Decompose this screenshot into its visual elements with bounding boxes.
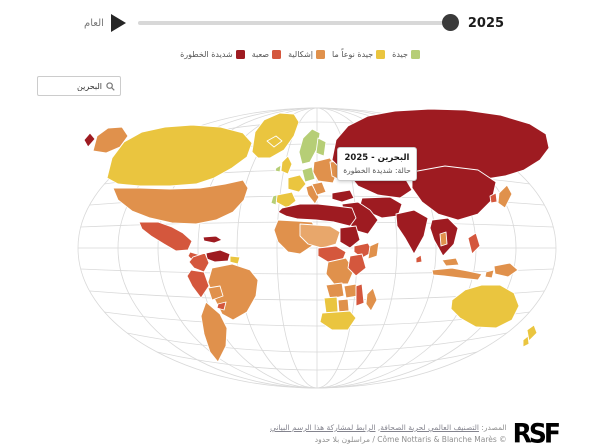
region-sahel[interactable] xyxy=(299,223,341,249)
legend-item-satisfactory: جيدة نوعاً ما xyxy=(332,50,386,59)
footer: المصدر: التصنيف العالمي لحرية الصحافة, ا… xyxy=(270,417,561,448)
region-chukotka[interactable] xyxy=(83,132,96,148)
region-china[interactable] xyxy=(411,165,497,221)
region-venezuela[interactable] xyxy=(205,249,231,263)
region-italy[interactable] xyxy=(305,184,320,205)
region-bolivia[interactable] xyxy=(207,285,224,301)
legend-label-problematic: إشكالية xyxy=(288,50,314,59)
map-tooltip: البحرين - 2025 حالة: شديدة الخطورة xyxy=(337,147,417,181)
legend-swatch-problematic xyxy=(316,50,326,59)
year-slider-label: العام xyxy=(84,17,104,29)
region-borneo[interactable] xyxy=(484,269,495,279)
region-germany[interactable] xyxy=(301,166,316,183)
source-label: المصدر: xyxy=(481,422,507,432)
source-separator: , xyxy=(375,422,381,432)
region-malaysia[interactable] xyxy=(441,257,460,267)
region-botswana[interactable] xyxy=(337,298,350,313)
region-canada[interactable] xyxy=(106,124,253,187)
rsf-logo[interactable]: RSF xyxy=(512,417,561,448)
region-thailand[interactable] xyxy=(439,231,448,247)
country-search-input[interactable] xyxy=(44,81,102,91)
legend-label-satisfactory: جيدة نوعاً ما xyxy=(332,50,374,59)
region-mozambique[interactable] xyxy=(355,283,365,307)
region-korea[interactable] xyxy=(489,192,498,204)
region-paraguay[interactable] xyxy=(216,301,227,311)
region-somalia[interactable] xyxy=(367,241,380,260)
legend-swatch-good xyxy=(410,50,420,59)
region-indonesia[interactable] xyxy=(431,267,483,281)
search-icon xyxy=(106,81,115,91)
legend-label-very-serious: شديدة الخطورة xyxy=(180,50,233,59)
region-new-zealand[interactable] xyxy=(522,324,538,348)
legend-item-very-serious: شديدة الخطورة xyxy=(180,50,245,59)
region-argentina[interactable] xyxy=(200,301,228,363)
region-usa[interactable] xyxy=(112,179,249,225)
region-finland[interactable] xyxy=(315,137,327,157)
region-drc[interactable] xyxy=(325,257,355,285)
legend-swatch-satisfactory xyxy=(376,50,386,59)
region-angola[interactable] xyxy=(325,282,345,300)
region-iceland[interactable] xyxy=(266,135,283,148)
country-search[interactable] xyxy=(37,76,121,96)
region-sudan[interactable] xyxy=(339,225,361,249)
countries-layer xyxy=(83,108,550,363)
legend-item-good: جيدة xyxy=(392,50,420,59)
index-link[interactable]: التصنيف العالمي لحرية الصحافة xyxy=(380,422,479,432)
legend-label-good: جيدة xyxy=(392,50,408,59)
region-cuba[interactable] xyxy=(202,235,223,244)
play-icon[interactable] xyxy=(110,14,126,32)
share-link[interactable]: الرابط لمشاركة هذا الرسم البياني xyxy=(270,422,376,432)
credit-line: مراسلون بلا حدود / Côme Nottaris & Blanc… xyxy=(314,434,507,444)
region-mexico[interactable] xyxy=(138,221,193,252)
tooltip-title: البحرين - 2025 xyxy=(344,153,410,163)
region-alaska[interactable] xyxy=(92,126,129,154)
legend-label-difficult: صعبة xyxy=(251,50,270,59)
region-south-africa[interactable] xyxy=(319,310,357,331)
region-east-africa[interactable] xyxy=(347,253,367,277)
region-greenland[interactable] xyxy=(251,112,300,159)
region-philippines[interactable] xyxy=(467,232,481,255)
legend-item-problematic: إشكالية xyxy=(288,50,326,59)
region-australia[interactable] xyxy=(450,284,520,329)
year-slider: العام 2025 xyxy=(84,11,514,35)
year-slider-track[interactable] xyxy=(137,14,459,31)
region-sri-lanka[interactable] xyxy=(415,254,423,264)
region-india[interactable] xyxy=(395,209,429,255)
region-ireland[interactable] xyxy=(274,164,282,173)
region-japan[interactable] xyxy=(497,184,513,209)
year-slider-value: 2025 xyxy=(467,15,505,31)
region-guyanas[interactable] xyxy=(229,255,241,265)
legend-swatch-very-serious xyxy=(235,50,245,59)
legend: جيدة جيدة نوعاً ما إشكالية صعبة شديدة ال… xyxy=(0,50,600,59)
region-turkey[interactable] xyxy=(331,189,355,203)
region-north-africa[interactable] xyxy=(277,203,357,227)
footer-source: المصدر: التصنيف العالمي لحرية الصحافة, ا… xyxy=(270,422,507,445)
region-namibia[interactable] xyxy=(323,296,339,314)
region-madagascar[interactable] xyxy=(365,287,378,312)
year-slider-knob[interactable] xyxy=(441,14,459,31)
region-uk[interactable] xyxy=(280,155,293,175)
region-portugal[interactable] xyxy=(270,194,278,206)
tooltip-status: حالة: شديدة الخطورة xyxy=(343,166,411,175)
region-papua[interactable] xyxy=(493,262,519,278)
legend-item-difficult: صعبة xyxy=(251,50,282,59)
legend-swatch-difficult xyxy=(272,50,282,59)
region-peru[interactable] xyxy=(186,269,210,299)
region-france[interactable] xyxy=(287,174,307,193)
source-line: المصدر: التصنيف العالمي لحرية الصحافة, ا… xyxy=(270,422,507,434)
region-balkans[interactable] xyxy=(311,181,327,196)
